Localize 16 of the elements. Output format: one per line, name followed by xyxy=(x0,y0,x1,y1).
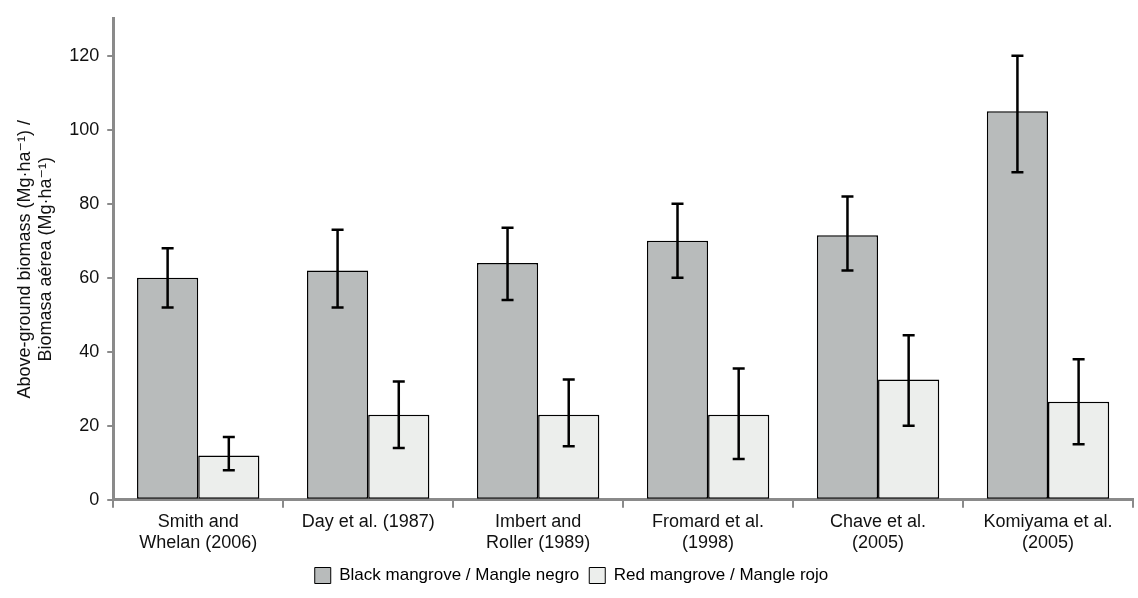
x-tick-label: Komiyama et al. (2005) xyxy=(983,510,1113,553)
y-axis-title: Above-ground biomass (Mg·ha⁻¹) / Biomasa aérea (Mg·ha⁻¹) xyxy=(13,119,56,399)
x-tick-label: Imbert and Roller (1989) xyxy=(486,510,591,553)
x-tick-label: Smith and Whelan (2006) xyxy=(139,510,258,553)
x-tick-label: Fromard et al. (1998) xyxy=(652,510,765,553)
y-tick-label: 100 xyxy=(69,118,100,139)
y-tick-label: 0 xyxy=(89,488,100,509)
legend-label: Black mangrove / Mangle negro xyxy=(339,565,580,585)
y-tick-label: 40 xyxy=(79,340,100,361)
y-tick-label: 60 xyxy=(79,266,100,287)
y-tick-label: 120 xyxy=(69,44,100,65)
x-tick-label: Day et al. (1987) xyxy=(301,510,435,531)
legend-label: Red mangrove / Mangle rojo xyxy=(613,565,829,585)
x-tick-label: Chave et al. (2005) xyxy=(830,510,927,553)
y-tick-label: 80 xyxy=(79,192,100,213)
y-tick-label: 20 xyxy=(79,414,100,435)
